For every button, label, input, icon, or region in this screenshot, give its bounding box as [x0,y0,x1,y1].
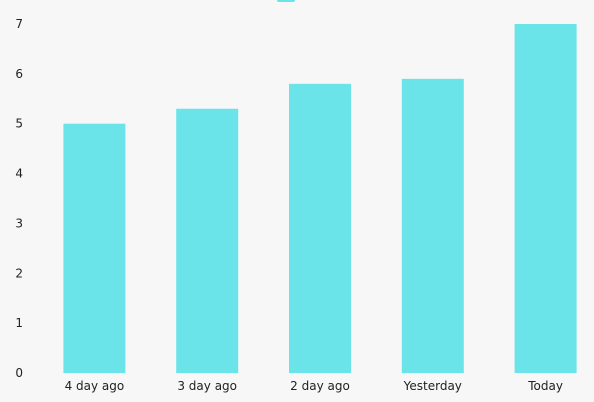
y-tick-label: 7 [15,17,23,31]
bar[interactable] [63,123,126,373]
x-tick-label: Today [527,379,563,393]
y-tick-label: 0 [15,366,23,380]
x-tick-label: 3 day ago [177,379,237,393]
y-tick-label: 2 [15,266,23,280]
x-tick-label: 2 day ago [290,379,350,393]
bar[interactable] [176,108,239,373]
y-tick-label: 1 [15,316,23,330]
y-axis: 0 1 2 3 4 5 6 7 [15,17,23,380]
bar[interactable] [514,24,577,373]
x-tick-label: Yesterday [403,379,462,393]
bar[interactable] [401,78,464,373]
bar-series [63,24,577,373]
y-tick-label: 3 [15,216,23,230]
x-axis: 4 day ago 3 day ago 2 day ago Yesterday Toda… [65,379,563,393]
y-tick-label: 5 [15,117,23,131]
x-tick-label: 4 day ago [65,379,125,393]
bar[interactable] [289,83,351,373]
legend-swatch [277,0,295,2]
y-tick-label: 6 [15,67,23,81]
y-tick-label: 4 [15,167,23,181]
